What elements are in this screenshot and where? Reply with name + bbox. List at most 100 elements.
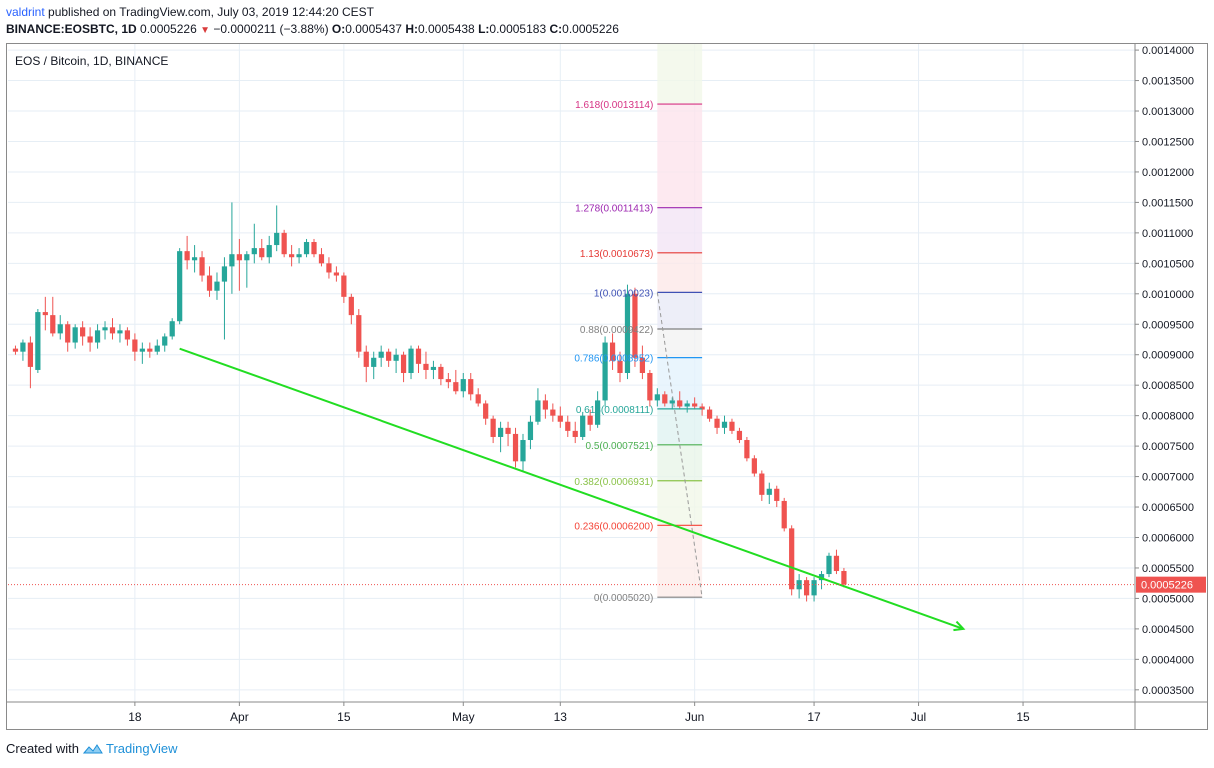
candle-body [572,430,578,437]
candle-body [445,379,451,383]
y-tick-label: 0.0010000 [1142,289,1194,301]
candle-body [191,257,198,261]
fib-level-label: 0(0.0005020) [594,593,654,604]
candle-body [595,400,601,425]
close-label: C: [549,22,563,36]
candle-body [789,528,795,590]
fib-level-label: 1(0.0010023) [594,288,654,299]
y-tick-label: 0.0008500 [1142,380,1194,392]
high-label: H: [405,22,418,36]
y-tick-label: 0.0006000 [1142,533,1194,545]
candle-body [177,251,183,322]
candle-body [303,242,310,255]
candle-body [774,488,780,501]
candle-body [371,357,377,367]
y-tick-label: 0.0004000 [1142,654,1194,666]
candle-body [57,324,63,334]
candle-body [535,400,541,422]
candle-body [766,488,772,495]
open-value: 0.0005437 [345,22,402,36]
fib-level-label: 0.786(0.0008952) [574,354,653,365]
x-tick-label: Apr [230,710,249,724]
candle-body [430,366,437,370]
change-text: −0.0000211 (−3.88%) [213,22,329,36]
candle-body [154,345,160,352]
candle-body [348,296,354,316]
candle-body [438,366,444,380]
x-tick-label: Jun [685,710,704,724]
candle-body [505,427,511,434]
candle-body [587,415,593,425]
candle-body [460,379,466,392]
fib-band [657,104,703,208]
candle-body [550,409,556,416]
author-link[interactable]: valdrint [6,5,45,19]
candle-body [162,336,168,346]
candle-body [662,394,668,404]
x-tick-label: 15 [337,710,351,724]
trend-line [179,347,966,632]
candle-body [393,354,399,361]
fib-level-label: 0.236(0.0006200) [574,521,653,532]
candle-body [87,336,93,343]
candle-body [363,351,369,367]
candle-body [266,245,272,258]
y-tick-label: 0.0011000 [1142,228,1193,240]
candle-body [229,254,235,267]
candle-body [490,418,496,437]
trendline [179,347,964,630]
candle-body [759,473,765,495]
fib-band [657,408,703,445]
high-value: 0.0005438 [418,22,475,36]
y-tick-label: 0.0012000 [1142,167,1194,179]
grid-lines [8,44,1135,702]
fib-band [657,44,703,105]
candle-body [647,373,653,401]
y-tick-label: 0.0003500 [1142,685,1194,697]
candle-body [632,293,638,358]
y-tick-label: 0.0007500 [1142,441,1194,453]
down-triangle-icon: ▼ [200,25,211,36]
last-price-tag-label: 0.0005226 [1141,580,1193,592]
candle-body [221,266,228,282]
fib-level-label: 1.278(0.0011413) [575,204,653,215]
y-tick-label: 0.0009500 [1142,319,1194,331]
candle-body [318,254,325,264]
y-tick-label: 0.0014000 [1142,45,1194,57]
candle-body [520,440,526,462]
candle-body [20,342,26,352]
fib-band [657,207,703,253]
candle-body [818,574,825,581]
candle-body [400,354,407,373]
candle-body [147,348,153,352]
candle-body [42,312,48,316]
candle-body [699,406,705,410]
x-tick-label: 17 [807,710,821,724]
candle-body [527,421,534,441]
candle-body [251,248,257,255]
candle-body [692,403,698,407]
candle-body [35,312,41,370]
candle-body [65,324,71,343]
candle-body [729,421,735,431]
candle-body [408,348,414,373]
x-tick-label: 15 [1016,710,1030,724]
y-tick-label: 0.0013500 [1142,76,1194,88]
y-tick-label: 0.0011500 [1142,197,1193,209]
candle-body [139,348,145,352]
published-text: published on TradingView.com, July 03, 2… [44,5,375,19]
candle-body [109,327,116,334]
candle-body [378,351,384,358]
tradingview-brand[interactable]: TradingView [105,741,178,756]
candle-body [833,555,840,572]
candle-body [744,440,750,459]
candle-body [624,293,631,373]
y-tick-label: 0.0004500 [1142,624,1194,636]
tradingview-logo-icon [82,743,103,753]
fib-background [657,44,703,598]
candle-body [512,433,519,462]
candle-body [811,580,817,596]
candle-body [326,263,332,273]
candle-body [356,315,362,352]
